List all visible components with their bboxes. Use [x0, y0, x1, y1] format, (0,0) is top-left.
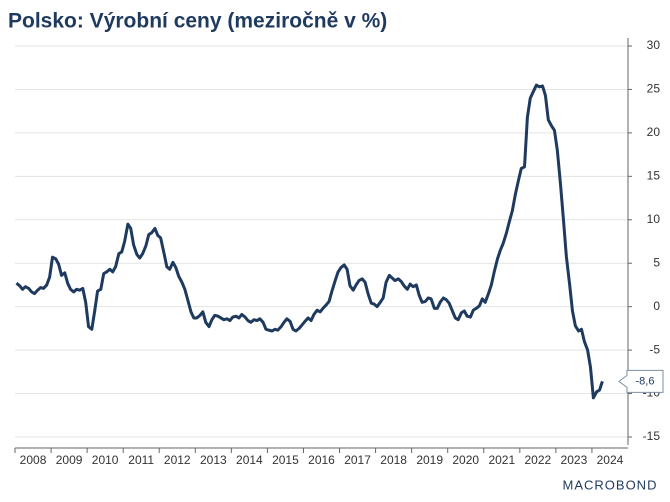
x-tick-label: 2011: [128, 453, 154, 467]
x-tick-label: 2018: [380, 453, 407, 467]
y-tick-label: -5: [649, 342, 660, 356]
x-tick-label: 2019: [416, 453, 443, 467]
y-tick-label: 10: [647, 212, 661, 226]
y-tick-label: 25: [647, 82, 661, 96]
x-tick-label: 2014: [236, 453, 263, 467]
y-tick-label: 5: [653, 255, 660, 269]
y-tick-label: 0: [653, 299, 660, 313]
x-tick-label: 2010: [92, 453, 119, 467]
x-tick-label: 2013: [200, 453, 227, 467]
data-line: [15, 83, 604, 400]
y-tick-label: 20: [647, 125, 661, 139]
x-tick-label: 2012: [164, 453, 191, 467]
x-tick-label: 2008: [20, 453, 47, 467]
chart-title: Polsko: Výrobní ceny (meziročně v %): [8, 10, 387, 33]
x-tick-label: 2009: [56, 453, 83, 467]
annotation-box: [618, 369, 664, 393]
x-tick-label: 2023: [561, 453, 588, 467]
source-logo: MACROBOND: [563, 477, 658, 492]
y-tick-label: 30: [647, 38, 661, 52]
x-tick-label: 2021: [488, 453, 515, 467]
x-tick-label: 2022: [525, 453, 552, 467]
x-tick-label: 2015: [272, 453, 299, 467]
y-tick-label: 15: [647, 169, 661, 183]
x-tick-label: 2016: [308, 453, 335, 467]
x-tick-label: 2020: [452, 453, 479, 467]
x-tick-label: 2024: [597, 453, 624, 467]
x-tick-label: 2017: [344, 453, 371, 467]
annotation-label: -8,6: [636, 375, 655, 387]
y-tick-label: -15: [643, 429, 661, 443]
